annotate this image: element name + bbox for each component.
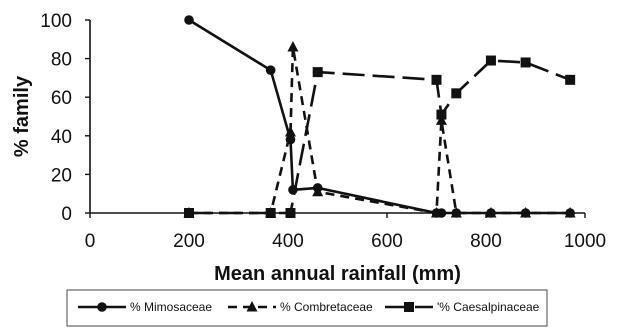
data-point (431, 74, 442, 85)
data-point (565, 74, 576, 85)
x-tick-label: 200 (173, 231, 205, 252)
data-point (520, 57, 531, 68)
legend-label: % Mimosaceae (130, 300, 212, 314)
x-axis-title: Mean annual rainfall (mm) (214, 263, 461, 285)
data-point (436, 208, 447, 218)
series-line (188, 18, 571, 215)
series-line (189, 59, 571, 215)
legend-label: % Combretaceae (280, 300, 373, 314)
series-circle (184, 15, 575, 218)
data-point (184, 15, 194, 25)
y-axis-ticks: 0 20 40 60 80 100 (40, 11, 90, 225)
data-point (287, 41, 299, 52)
data-point (288, 185, 298, 195)
data-point (435, 114, 447, 125)
data-point (184, 208, 194, 218)
legend-box (66, 289, 548, 327)
x-tick-label: 600 (371, 231, 403, 252)
data-point (451, 208, 462, 218)
data-point (265, 208, 276, 218)
data-point (565, 208, 575, 218)
data-point (265, 65, 276, 75)
legend-label: '% Caesalpinaceae (437, 300, 540, 314)
y-tick-label: 20 (51, 165, 72, 186)
y-tick-label: 100 (40, 11, 72, 32)
x-tick-label: 0 (85, 231, 96, 252)
x-tick-label: 800 (470, 231, 502, 252)
data-point (285, 208, 296, 218)
series-line (189, 45, 571, 215)
x-tick-label: 400 (272, 231, 304, 252)
series-layer (183, 15, 576, 218)
y-axis-title: % family (11, 75, 33, 157)
chart-axes (89, 20, 585, 214)
legend-marker (97, 302, 107, 312)
chart-legend: % Mimosaceae % Combretaceae '% Caesalpinac… (66, 289, 548, 327)
data-point (520, 208, 531, 218)
series-square (184, 55, 576, 218)
data-point (312, 67, 323, 78)
y-tick-label: 0 (61, 204, 72, 225)
data-point (312, 183, 323, 193)
data-point (485, 55, 496, 66)
data-point (451, 88, 462, 99)
data-point (285, 134, 296, 145)
x-axis-ticks: 0 200 400 600 800 1000 (85, 213, 606, 252)
series-triangle (183, 41, 576, 218)
legend-marker (404, 302, 414, 312)
y-tick-label: 80 (51, 50, 72, 71)
x-tick-label: 1000 (564, 231, 606, 252)
y-tick-label: 60 (51, 88, 72, 109)
legend-marker (246, 301, 258, 312)
y-tick-label: 40 (51, 127, 72, 148)
data-point (436, 109, 447, 120)
data-point (486, 208, 496, 218)
